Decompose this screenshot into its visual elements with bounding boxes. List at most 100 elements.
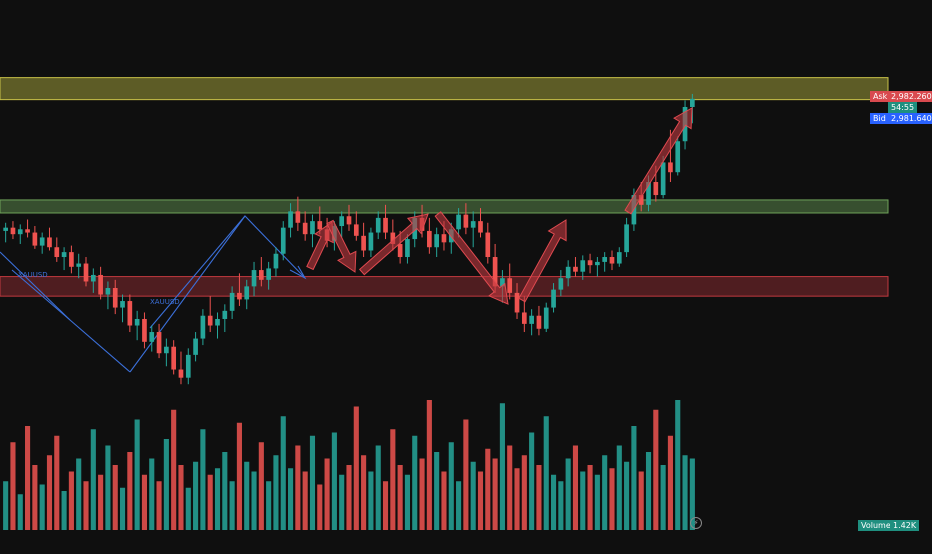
candle-body	[616, 252, 622, 264]
volume-bar	[68, 471, 74, 530]
candle-body	[47, 237, 52, 248]
volume-bar	[448, 442, 454, 530]
volume-bar	[382, 481, 389, 530]
volume-value-tag: 1.42K	[890, 520, 920, 531]
candle-body	[551, 289, 556, 308]
volume-bar	[178, 465, 184, 530]
candle-body	[25, 229, 30, 233]
blue-trend-line-4	[149, 215, 246, 329]
candle-body	[39, 237, 45, 246]
candle-body	[368, 232, 374, 251]
volume-bar	[346, 465, 352, 530]
candle-body	[441, 234, 447, 243]
volume-bar	[602, 455, 608, 530]
candle-body	[185, 354, 191, 378]
xauusd-legend-label-1: XAUUSD	[18, 271, 48, 279]
volume-bar	[185, 487, 191, 530]
ask-label: Ask	[870, 91, 891, 102]
candle-body	[222, 310, 228, 319]
candle-body	[54, 247, 60, 258]
volume-bar	[426, 400, 432, 530]
candle-body	[32, 232, 38, 246]
volume-bar	[141, 474, 148, 530]
volume-bar	[244, 461, 250, 530]
candle-body	[207, 315, 213, 326]
volume-bar	[302, 471, 308, 530]
candle-body	[149, 332, 155, 342]
candle-body	[383, 217, 388, 233]
lightning-icon[interactable]: ⚡	[690, 517, 702, 529]
candle-body	[478, 221, 483, 233]
volume-bar	[558, 481, 564, 530]
blue-trend-line-5	[289, 265, 307, 280]
candle-body	[83, 263, 89, 282]
volume-bar	[76, 458, 82, 530]
candle-body	[90, 274, 96, 282]
candle-body	[485, 232, 491, 258]
candle-body	[229, 292, 235, 311]
volume-bar	[375, 445, 381, 530]
volume-bar	[638, 471, 644, 530]
red-arrow-3	[358, 213, 429, 276]
volume-bar	[134, 419, 140, 530]
volume-bar	[317, 484, 323, 530]
volume-bar	[258, 442, 264, 530]
volume-bar	[653, 409, 659, 530]
candle-body	[653, 182, 659, 196]
candle-body	[17, 229, 23, 235]
volume-bar	[477, 471, 484, 530]
candle-body	[514, 292, 520, 313]
candle-body	[76, 263, 82, 267]
volume-bar	[368, 471, 374, 530]
volume-bar	[10, 442, 16, 530]
candle-body	[580, 260, 586, 272]
volume-bar	[39, 484, 45, 530]
candle-body	[156, 332, 162, 354]
candle-body	[558, 278, 564, 290]
support-zone	[0, 276, 889, 297]
volume-bar	[463, 419, 469, 530]
candle-body	[258, 270, 264, 280]
candle-body	[638, 195, 644, 205]
candle-body	[624, 224, 629, 253]
candle-body	[463, 214, 469, 228]
candle-body	[244, 286, 250, 300]
volume-bar	[543, 416, 549, 530]
candle-body	[310, 221, 315, 235]
volume-bar	[434, 452, 440, 530]
volume-bar	[492, 458, 498, 530]
volume-bar	[309, 435, 316, 530]
candle-body	[543, 307, 549, 329]
volume-bar	[353, 406, 359, 530]
candle-body	[565, 266, 571, 279]
candle-body	[361, 235, 366, 251]
candle-body	[470, 221, 476, 228]
candle-body	[573, 266, 578, 272]
candle-body	[492, 257, 498, 287]
candle-body	[529, 315, 534, 324]
volume-bar	[229, 481, 235, 530]
volume-bar	[156, 481, 162, 530]
red-arrow-1	[306, 221, 334, 271]
candle-body	[98, 274, 103, 295]
volume-bar	[127, 452, 133, 530]
candle-body	[660, 162, 666, 196]
candle-body	[251, 270, 257, 287]
volume-bar	[98, 474, 104, 530]
candle-body	[61, 252, 67, 258]
volume-bar	[266, 481, 272, 530]
candle-body	[390, 232, 396, 244]
candle-body	[295, 211, 301, 223]
volume-bar	[689, 458, 695, 530]
candle-body	[595, 261, 600, 266]
ask-price-tag: 2,982.260	[888, 91, 932, 102]
candle-body	[10, 227, 16, 235]
volume-bar	[295, 445, 301, 530]
volume-bar	[171, 409, 177, 530]
candle-body	[346, 216, 352, 225]
volume-bar	[616, 445, 622, 530]
volume-bar	[660, 465, 666, 530]
countdown-tag: 54:55	[888, 102, 918, 113]
